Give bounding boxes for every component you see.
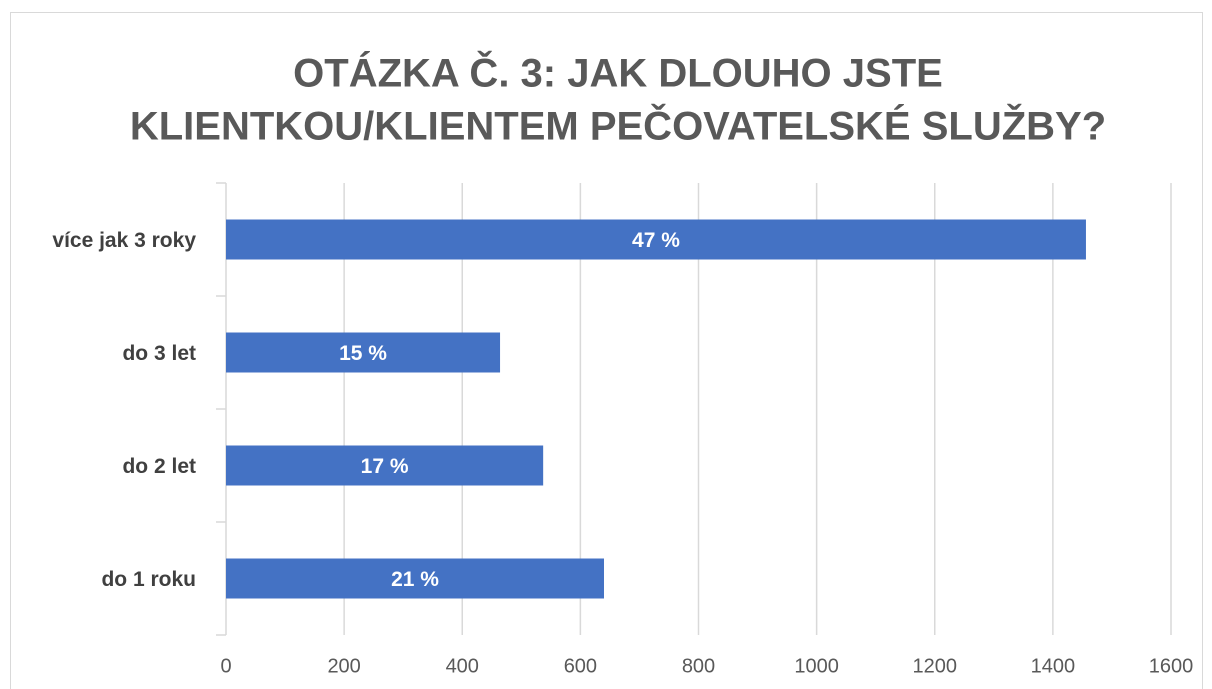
x-tick-label: 400: [446, 655, 479, 677]
bar: [226, 558, 604, 599]
x-tick-label: 1400: [1031, 655, 1076, 677]
chart-border: [10, 12, 1203, 689]
y-tick-label: do 2 let: [122, 455, 196, 478]
y-tick-label: do 3 let: [122, 342, 196, 365]
data-label: 21 %: [391, 568, 439, 591]
chart-title: OTÁZKA Č. 3: JAK DLOUHO JSTE: [293, 50, 943, 96]
data-label: 15 %: [339, 342, 387, 365]
bar: [226, 332, 501, 373]
bar: [226, 445, 544, 486]
x-tick-label: 1000: [794, 655, 839, 677]
x-tick-label: 600: [564, 655, 597, 677]
data-label: 47 %: [632, 229, 680, 252]
x-tick-label: 1600: [1149, 655, 1194, 677]
x-tick-label: 0: [220, 655, 231, 677]
x-tick-label: 800: [682, 655, 715, 677]
y-tick-label: do 1 roku: [101, 568, 196, 591]
x-tick-label: 200: [327, 655, 360, 677]
bar: [226, 219, 1086, 260]
x-tick-label: 1200: [913, 655, 958, 677]
data-label: 17 %: [361, 455, 409, 478]
chart-title: KLIENTKOU/KLIENTEM PEČOVATELSKÉ SLUŽBY?: [130, 103, 1106, 149]
y-tick-label: více jak 3 roky: [52, 229, 196, 252]
